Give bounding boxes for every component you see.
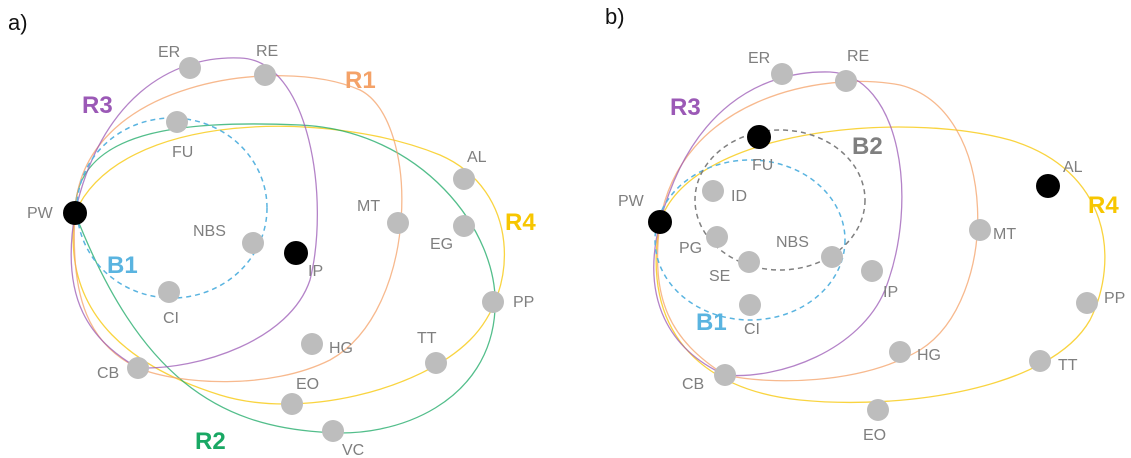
node-ci-a: CI xyxy=(158,281,180,327)
svg-text:PW: PW xyxy=(27,205,54,222)
b1-label-a: B1 xyxy=(107,252,138,279)
node-hg-a: HG xyxy=(301,333,353,357)
svg-text:FU: FU xyxy=(752,157,773,174)
svg-text:IP: IP xyxy=(308,263,323,280)
b2-boundary-b xyxy=(694,129,866,271)
node-pw-a: PW xyxy=(27,201,87,225)
svg-text:ID: ID xyxy=(731,188,747,205)
node-er-a: ER xyxy=(158,44,201,79)
r1-boundary-a xyxy=(73,75,403,383)
node-ci-b: CI xyxy=(739,294,761,338)
orange-boundary-b xyxy=(656,80,979,382)
b1-label-b: B1 xyxy=(696,309,727,336)
svg-text:IP: IP xyxy=(883,284,898,301)
node-re-b: RE xyxy=(835,48,869,92)
r4-label-a: R4 xyxy=(505,209,536,236)
r4-label-b: R4 xyxy=(1088,192,1119,219)
panel-b: b) R3 R4 B1 B2 ER RE FU ID xyxy=(605,4,1125,444)
svg-text:NBS: NBS xyxy=(193,223,226,240)
node-ip-b: IP xyxy=(861,260,898,301)
svg-text:PG: PG xyxy=(679,240,702,257)
node-pg-b: PG xyxy=(679,226,728,257)
svg-text:EG: EG xyxy=(430,236,453,253)
r3-boundary-a xyxy=(70,57,318,369)
svg-text:MT: MT xyxy=(357,198,380,215)
svg-text:AL: AL xyxy=(467,149,487,166)
svg-text:AL: AL xyxy=(1063,159,1083,176)
node-fu-b: FU xyxy=(747,125,773,174)
node-eo-b: EO xyxy=(863,399,889,444)
node-ip-a: IP xyxy=(284,241,323,280)
svg-text:FU: FU xyxy=(172,144,193,161)
svg-text:HG: HG xyxy=(917,347,941,364)
node-er-b: ER xyxy=(748,50,793,85)
node-tt-a: TT xyxy=(417,330,447,374)
svg-text:CB: CB xyxy=(682,376,704,393)
node-eo-a: EO xyxy=(281,376,319,415)
svg-text:CB: CB xyxy=(97,365,119,382)
node-hg-b: HG xyxy=(889,341,941,364)
svg-text:TT: TT xyxy=(417,330,437,347)
svg-text:ER: ER xyxy=(158,44,180,61)
svg-text:EO: EO xyxy=(296,376,319,393)
svg-text:CI: CI xyxy=(744,321,760,338)
svg-text:SE: SE xyxy=(709,268,730,285)
r3-boundary-b xyxy=(653,71,903,377)
node-id-b: ID xyxy=(702,180,747,205)
node-nbs-b: NBS xyxy=(776,234,843,268)
node-re-a: RE xyxy=(254,43,278,86)
svg-text:PP: PP xyxy=(513,294,534,311)
r4-boundary-a xyxy=(72,125,505,405)
svg-text:EO: EO xyxy=(863,427,886,444)
panel-a-label: a) xyxy=(8,10,28,35)
svg-text:TT: TT xyxy=(1058,357,1078,374)
node-cb-a: CB xyxy=(97,357,149,382)
r1-label-a: R1 xyxy=(345,67,376,94)
node-nbs-a: NBS xyxy=(193,223,264,254)
svg-text:PP: PP xyxy=(1104,290,1125,307)
r3-label-b: R3 xyxy=(670,94,701,121)
node-pw-b: PW xyxy=(618,193,672,234)
svg-text:RE: RE xyxy=(847,48,869,65)
svg-text:ER: ER xyxy=(748,50,770,67)
node-pp-a: PP xyxy=(482,291,534,313)
r2-boundary-a xyxy=(74,123,496,434)
node-cb-b: CB xyxy=(682,364,736,393)
node-mt-b: MT xyxy=(969,219,1016,243)
svg-text:RE: RE xyxy=(256,43,278,60)
svg-text:NBS: NBS xyxy=(776,234,809,251)
node-al-a: AL xyxy=(453,149,487,190)
node-mt-a: MT xyxy=(357,198,409,234)
svg-text:MT: MT xyxy=(993,226,1016,243)
node-fu-a: FU xyxy=(166,111,193,161)
node-pp-b: PP xyxy=(1076,290,1125,314)
node-vc-a: VC xyxy=(322,420,364,458)
svg-text:VC: VC xyxy=(342,442,364,458)
panel-b-label: b) xyxy=(605,4,625,29)
panel-a: a) R1 R2 R3 R4 B1 ER RE FU AL xyxy=(8,10,536,458)
node-se-b: SE xyxy=(709,251,760,285)
node-al-b: AL xyxy=(1036,159,1083,198)
b1-boundary-b xyxy=(654,159,846,321)
node-tt-b: TT xyxy=(1029,350,1078,374)
r2-label-a: R2 xyxy=(195,428,226,455)
svg-text:HG: HG xyxy=(329,340,353,357)
svg-text:CI: CI xyxy=(163,310,179,327)
r3-label-a: R3 xyxy=(82,92,113,119)
b2-label-b: B2 xyxy=(852,133,883,160)
svg-text:PW: PW xyxy=(618,193,645,210)
node-eg-a: EG xyxy=(430,215,475,253)
